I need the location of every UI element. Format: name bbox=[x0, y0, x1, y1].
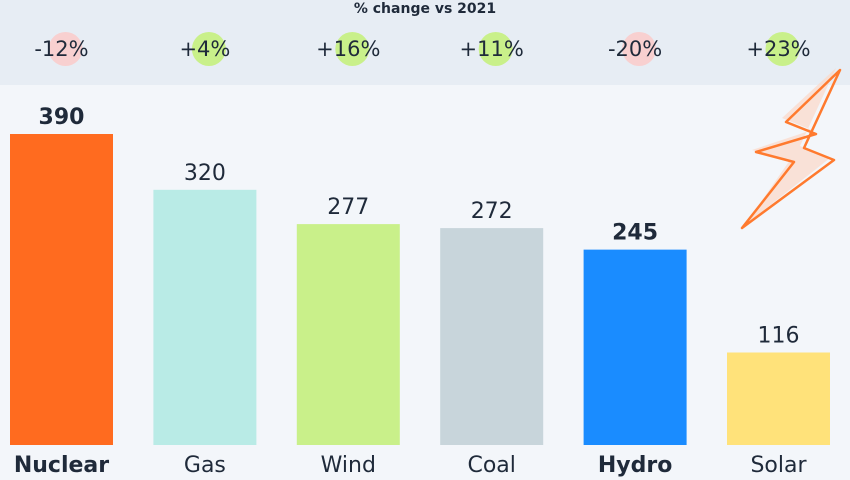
bar bbox=[153, 189, 257, 445]
category-label: Wind bbox=[321, 453, 376, 478]
value-label: 116 bbox=[758, 323, 800, 348]
value-label: 272 bbox=[471, 199, 513, 224]
change-marker bbox=[48, 32, 83, 66]
category-label: Gas bbox=[184, 453, 226, 478]
category-label: Hydro bbox=[598, 453, 672, 478]
change-label: +16% bbox=[316, 37, 380, 61]
change-marker bbox=[335, 32, 370, 66]
change-marker bbox=[478, 32, 513, 66]
bolt-shadow bbox=[745, 68, 836, 225]
change-band bbox=[0, 0, 850, 85]
bar bbox=[296, 224, 400, 445]
change-title: % change vs 2021 bbox=[354, 1, 496, 17]
bolt bbox=[740, 68, 842, 230]
category-label: Coal bbox=[467, 453, 515, 478]
bar bbox=[727, 352, 830, 445]
change-label: +23% bbox=[746, 37, 810, 61]
change-label: -20% bbox=[608, 37, 662, 61]
value-label: 245 bbox=[612, 221, 658, 246]
category-label: Solar bbox=[750, 453, 807, 478]
change-label: +11% bbox=[460, 37, 524, 61]
value-label: 277 bbox=[327, 195, 369, 220]
change-marker bbox=[191, 32, 226, 66]
category-label: Nuclear bbox=[14, 453, 109, 478]
bar bbox=[10, 134, 113, 445]
change-marker bbox=[622, 32, 657, 66]
change-marker bbox=[765, 32, 800, 66]
change-label: -12% bbox=[34, 37, 88, 61]
bar bbox=[583, 249, 687, 445]
bar bbox=[440, 228, 544, 445]
change-label: +4% bbox=[179, 37, 230, 61]
value-label: 390 bbox=[39, 105, 85, 130]
value-label: 320 bbox=[184, 161, 226, 186]
